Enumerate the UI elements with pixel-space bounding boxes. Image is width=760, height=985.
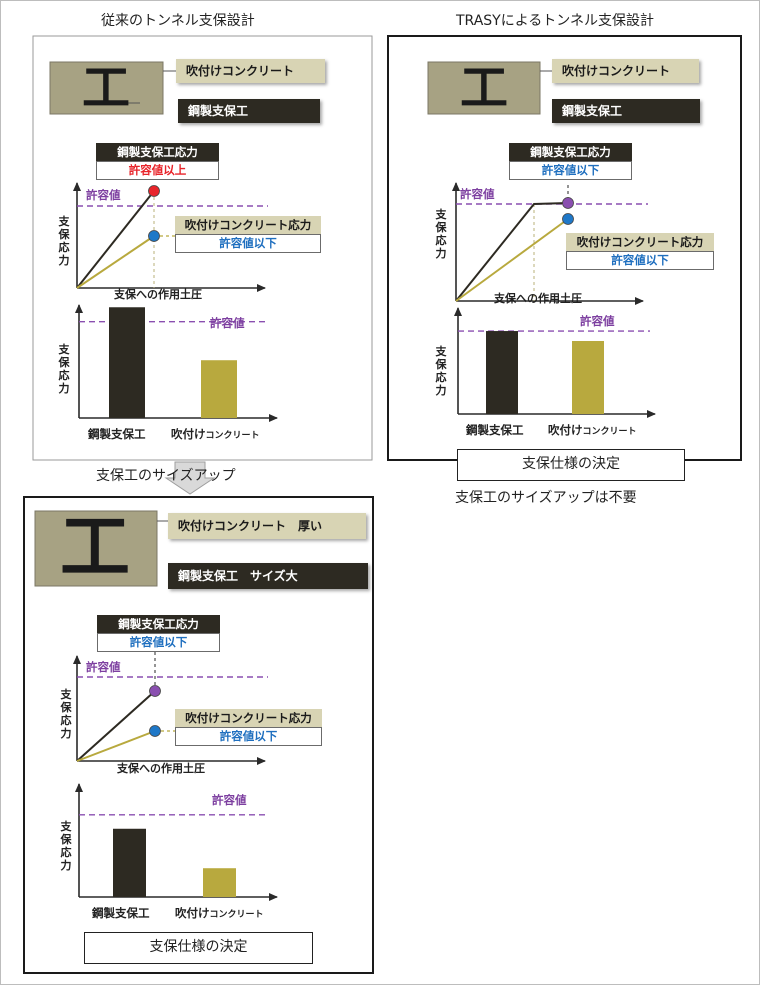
- shotcrete-stress-header: 吹付けコンクリート応力: [175, 709, 322, 727]
- decision-box: 支保仕様の決定: [84, 932, 313, 964]
- shotcrete-under-allowable: 許容値以下: [175, 234, 321, 253]
- steel-under-allowable: 許容値以下: [97, 633, 220, 652]
- trasy-bar-chart: [454, 307, 656, 418]
- steel-stress-callout: 鋼製支保工応力 許容値以下: [97, 615, 220, 652]
- steel-beam-icon: 工: [460, 60, 509, 116]
- conventional-cross-section: [49, 61, 176, 115]
- shotcrete-stress-line: [76, 730, 156, 762]
- shotcrete-stress-line: [76, 235, 155, 289]
- shotcrete-stress-callout: 吹付けコンクリート応力 許容値以下: [175, 216, 321, 253]
- shotcrete-stress-callout: 吹付けコンクリート応力 許容値以下: [175, 709, 322, 746]
- steel-tag: 鋼製支保工: [178, 99, 320, 123]
- bar-steel: [109, 307, 145, 418]
- shotcrete-stress-point: [149, 725, 161, 737]
- bar-y-axis-label: 支保応力: [435, 345, 447, 397]
- sizeup-cross-section: [34, 510, 168, 587]
- steel-over-allowable: 許容値以上: [96, 161, 219, 180]
- bar-steel: [486, 331, 518, 414]
- sizeup-bar-chart: [75, 783, 278, 901]
- shotcrete-stress-point: [562, 213, 574, 225]
- bar-label-steel: 鋼製支保工: [92, 906, 150, 920]
- bar-y-axis-label: 支保応力: [60, 820, 72, 872]
- shotcrete-tag: 吹付けコンクリート: [176, 59, 325, 83]
- steel-stress-line: [76, 190, 155, 289]
- y-axis-label: 支保応力: [435, 208, 447, 260]
- steel-stress-header: 鋼製支保工応力: [97, 615, 220, 633]
- bar-label-shotcrete: 吹付けコンクリート: [548, 423, 637, 437]
- steel-beam-icon: 工: [82, 60, 131, 116]
- steel-stress-header: 鋼製支保工応力: [96, 143, 219, 161]
- steel-stress-point: [148, 185, 160, 197]
- conventional-bar-chart: [75, 304, 278, 422]
- conventional-title: 従来のトンネル支保設計: [101, 13, 255, 29]
- steel-tag: 鋼製支保工: [552, 99, 700, 123]
- steel-beam-large-icon: 工: [60, 506, 130, 588]
- bar-y-axis-label: 支保応力: [58, 343, 70, 395]
- shotcrete-block: [49, 61, 164, 115]
- y-axis-label: 支保応力: [58, 215, 70, 267]
- steel-stress-callout: 鋼製支保工応力 許容値以下: [509, 143, 632, 180]
- conventional-stress-line-chart: [73, 182, 268, 292]
- bar-steel: [113, 828, 146, 897]
- shotcrete-block-thick: [34, 510, 158, 587]
- no-sizeup-note: 支保工のサイズアップは不要: [455, 490, 637, 506]
- shotcrete-stress-point: [148, 230, 160, 242]
- trasy-stress-line-chart: [452, 182, 648, 305]
- shotcrete-stress-callout: 吹付けコンクリート応力 許容値以下: [566, 233, 714, 270]
- shotcrete-stress-header: 吹付けコンクリート応力: [175, 216, 321, 234]
- allowable-label: 許容値: [460, 187, 495, 201]
- allowable-label: 許容値: [86, 188, 121, 202]
- bar-allowable-label: 許容値: [212, 793, 247, 807]
- shotcrete-tag: 吹付けコンクリート: [552, 59, 699, 83]
- decision-box: 支保仕様の決定: [457, 449, 685, 481]
- bar-allowable-label: 許容値: [580, 314, 615, 328]
- sizeup-arrow-shape: [164, 461, 216, 495]
- bar-shotcrete: [203, 868, 236, 897]
- steel-stress-callout: 鋼製支保工応力 許容値以上: [96, 143, 219, 180]
- steel-large-tag: 鋼製支保工 サイズ大: [168, 563, 368, 589]
- steel-stress-point: [562, 197, 574, 209]
- steel-stress-point: [149, 685, 161, 697]
- bar-shotcrete: [572, 340, 604, 414]
- bar-shotcrete: [201, 360, 237, 418]
- shotcrete-under-allowable: 許容値以下: [566, 251, 714, 270]
- trasy-title: TRASYによるトンネル支保設計: [456, 13, 655, 29]
- trasy-cross-section: [427, 61, 552, 115]
- x-axis-label: 支保への作用土圧: [117, 762, 205, 775]
- bar-allowable-label: 許容値: [210, 316, 245, 330]
- x-axis-label: 支保への作用土圧: [114, 288, 202, 301]
- y-axis-label: 支保応力: [60, 688, 72, 740]
- sizeup-arrow-label: 支保工のサイズアップ: [96, 468, 236, 484]
- allowable-label: 許容値: [86, 660, 121, 674]
- x-axis-label: 支保への作用土圧: [494, 292, 582, 305]
- bar-label-shotcrete: 吹付けコンクリート: [175, 906, 264, 920]
- shotcrete-thick-tag: 吹付けコンクリート 厚い: [168, 513, 366, 539]
- bar-label-steel: 鋼製支保工: [466, 423, 524, 437]
- shotcrete-block: [427, 61, 541, 115]
- shotcrete-under-allowable: 許容値以下: [175, 727, 322, 746]
- steel-stress-line: [76, 690, 156, 762]
- bar-label-steel: 鋼製支保工: [88, 427, 146, 441]
- shotcrete-stress-header: 吹付けコンクリート応力: [566, 233, 714, 251]
- sizeup-stress-line-chart: [73, 652, 268, 765]
- steel-stress-line: [455, 202, 569, 302]
- shotcrete-stress-line: [455, 218, 569, 302]
- steel-under-allowable: 許容値以下: [509, 161, 632, 180]
- bar-label-shotcrete: 吹付けコンクリート: [171, 427, 260, 441]
- steel-stress-header: 鋼製支保工応力: [509, 143, 632, 161]
